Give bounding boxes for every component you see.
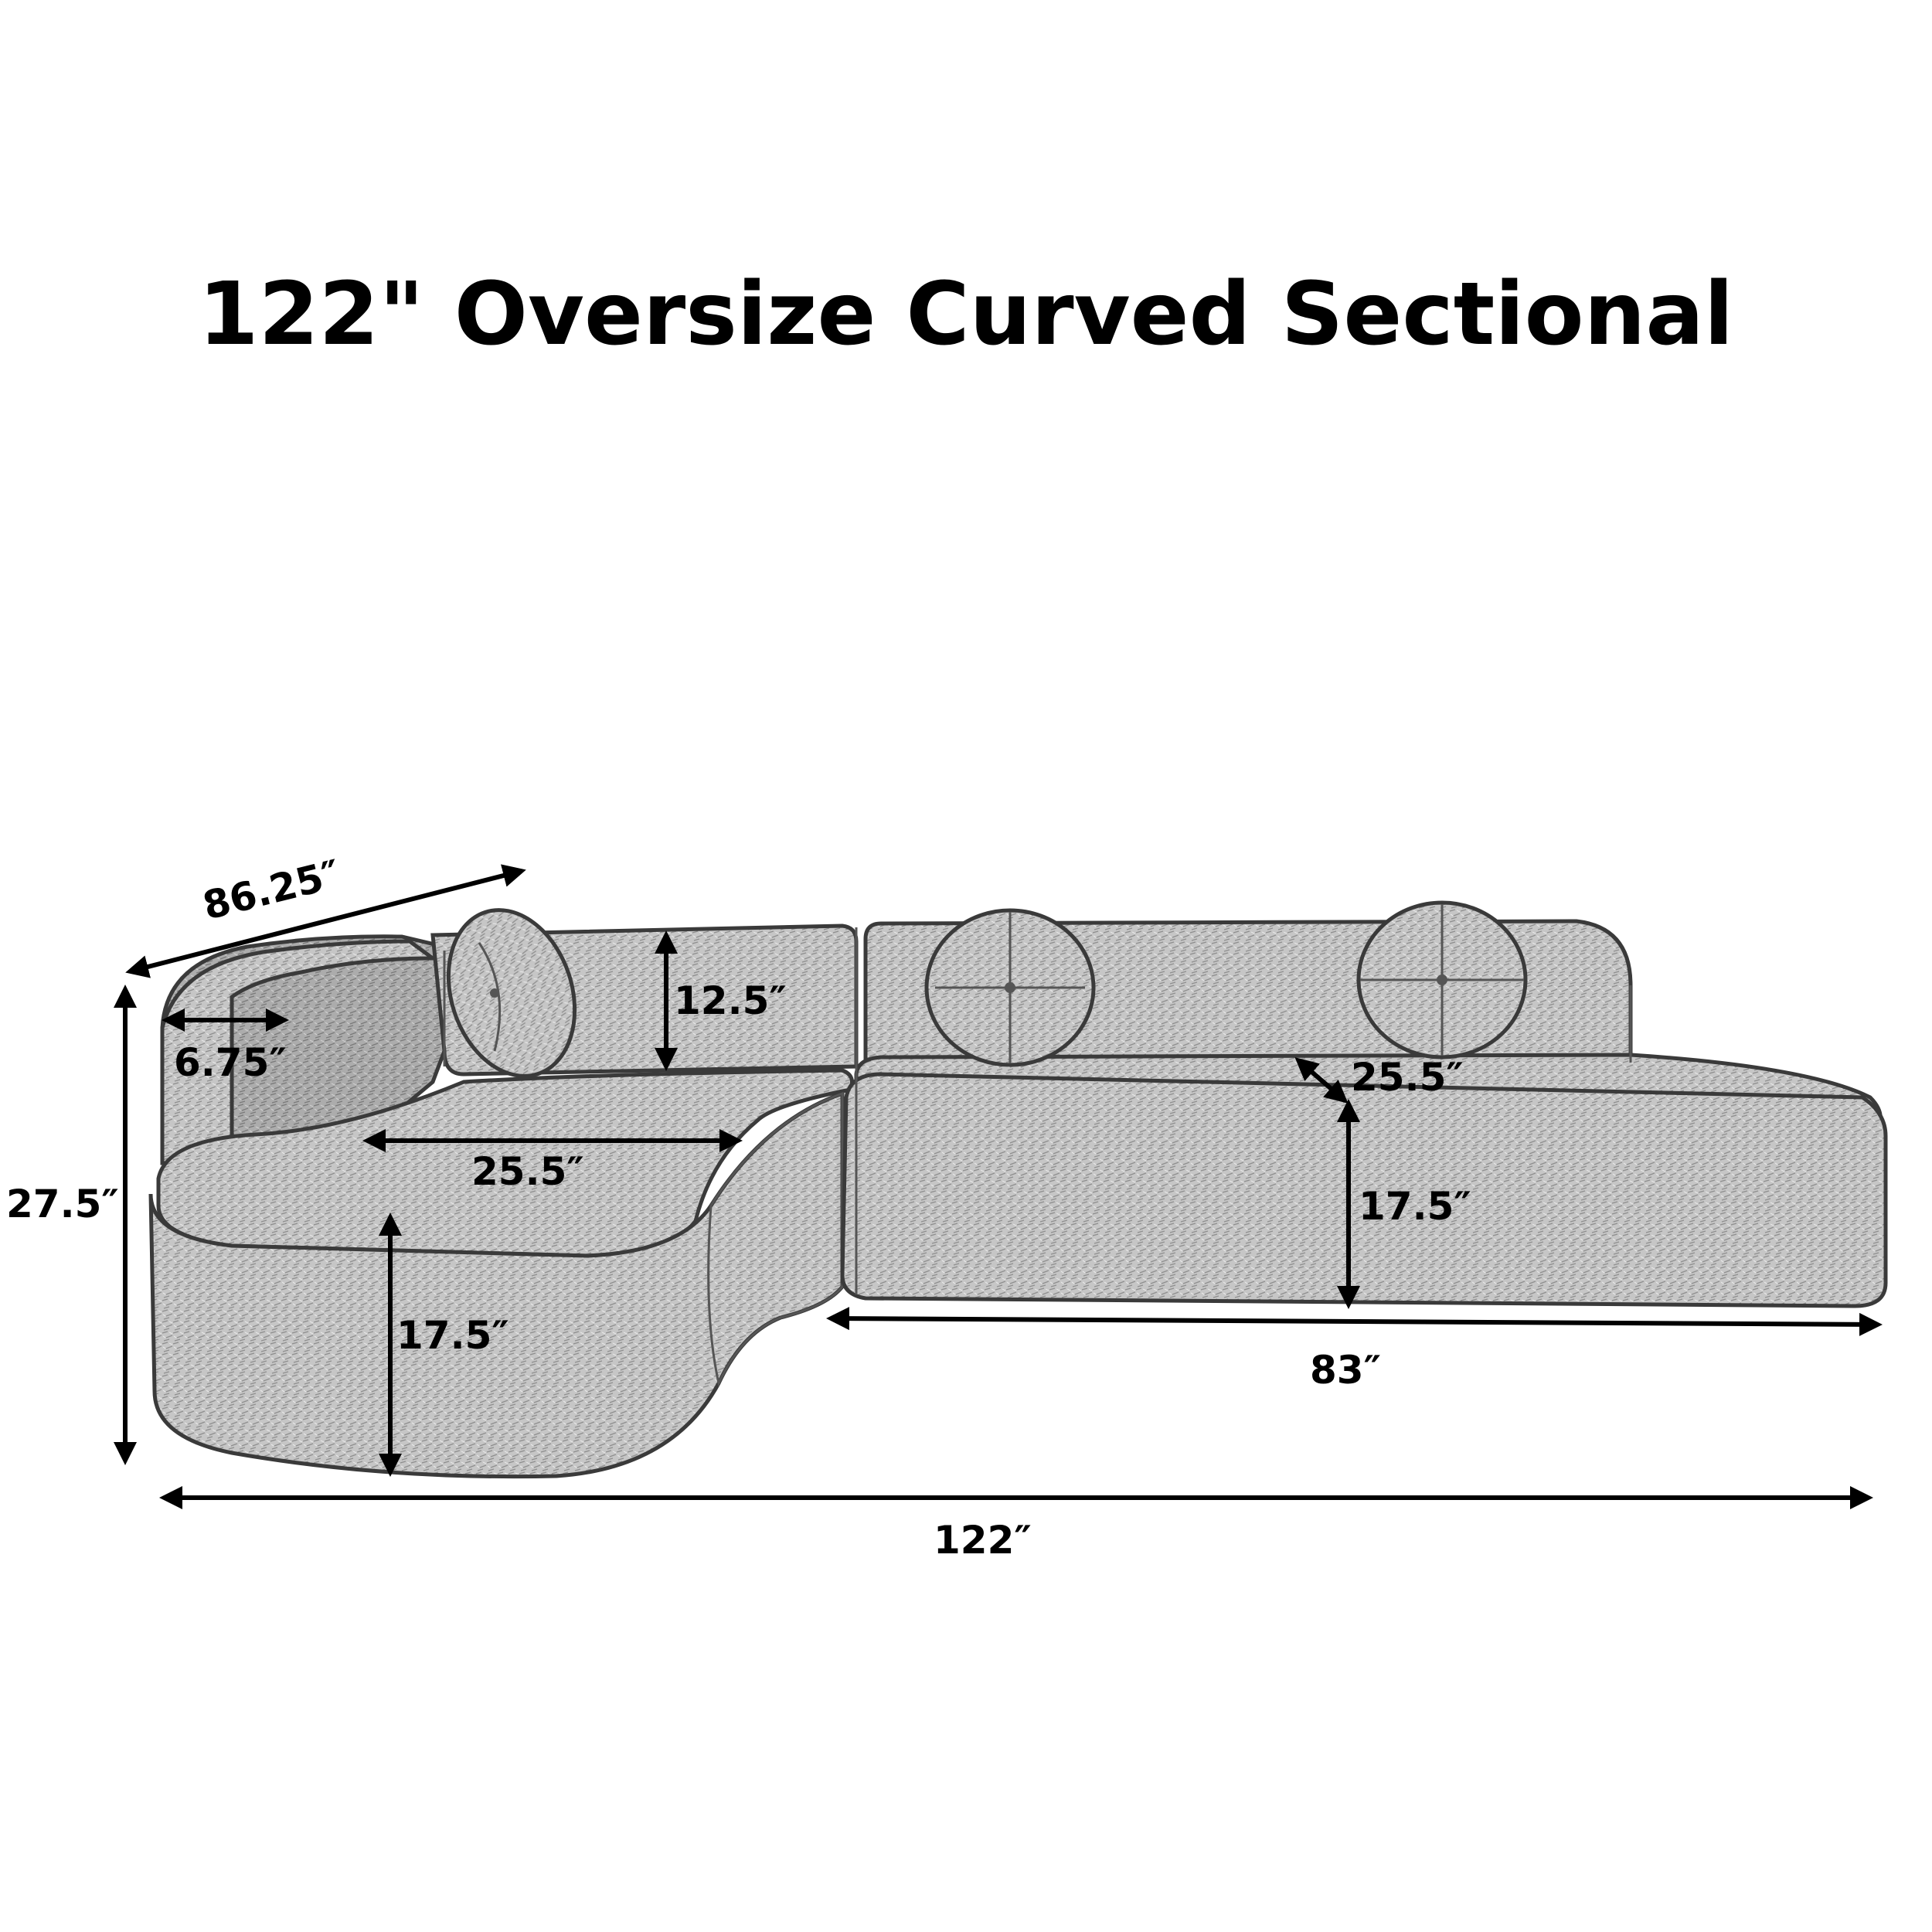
label-right-length: 83″ (1310, 1348, 1381, 1393)
right-seat-front (840, 1072, 1888, 1308)
sofa-illustration (148, 900, 1888, 1479)
label-overall-length: 122″ (934, 1518, 1032, 1563)
label-right-height: 17.5″ (1359, 1184, 1471, 1229)
label-chaise-depth: 25.5″ (471, 1149, 584, 1194)
label-overall-height: 27.5″ (6, 1182, 119, 1226)
right-depth-arrow (1294, 1057, 1349, 1104)
label-right-depth: 25.5″ (1351, 1055, 1464, 1100)
depth-arrow (125, 864, 526, 978)
label-chaise-height: 17.5″ (396, 1313, 509, 1358)
pillow-right (1356, 900, 1528, 1060)
right-length-arrow (826, 1307, 1883, 1336)
label-overall-depth: 86.25″ (199, 852, 345, 929)
label-arm-width: 6.75″ (174, 1040, 287, 1085)
chaise-side (707, 1091, 844, 1387)
pillow-middle (924, 908, 1096, 1067)
dimension-lines (114, 864, 1883, 1509)
diagram-title: 122" Oversize Curved Sectional (199, 264, 1734, 365)
label-back-height: 12.5″ (674, 978, 787, 1023)
